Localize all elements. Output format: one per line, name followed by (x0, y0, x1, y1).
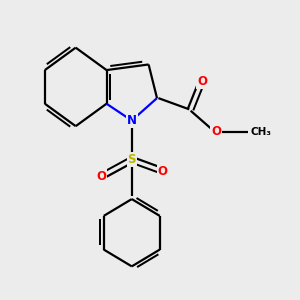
Text: N: N (127, 114, 137, 127)
Text: O: O (158, 164, 168, 178)
Text: CH₃: CH₃ (251, 127, 272, 137)
Text: O: O (96, 170, 106, 183)
Text: O: O (197, 75, 207, 88)
Text: O: O (211, 125, 221, 138)
Text: S: S (128, 153, 136, 166)
